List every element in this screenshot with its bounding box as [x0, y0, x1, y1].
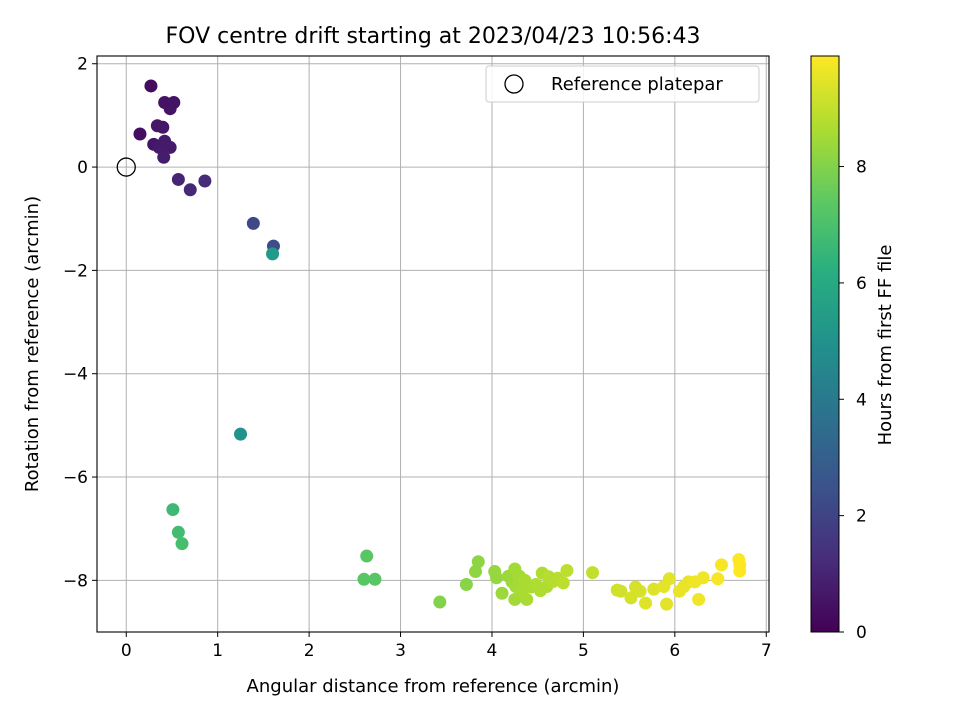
colorbar-ticks: 0 2 4 6 8 — [839, 158, 867, 643]
legend: Reference platepar — [485, 65, 760, 103]
x-tick-label: 1 — [212, 641, 223, 661]
colorbar-tick-label: 2 — [856, 507, 867, 527]
y-tick-label: −8 — [63, 571, 88, 591]
colorbar-tick-label: 8 — [856, 158, 867, 178]
scatter-point — [163, 102, 177, 116]
scatter-point — [360, 549, 374, 563]
colorbar-tick-label: 6 — [856, 274, 867, 294]
scatter-point — [156, 120, 170, 134]
scatter-point — [696, 571, 710, 585]
grid — [97, 56, 769, 632]
scatter-point — [368, 572, 382, 586]
colorbar-gradient — [810, 55, 840, 633]
scatter-point — [560, 564, 574, 578]
y-axis-label: Rotation from reference (arcmin) — [22, 196, 43, 492]
scatter-point — [198, 174, 212, 188]
scatter-point — [433, 595, 447, 609]
scatter-point — [246, 216, 260, 230]
scatter-point — [495, 586, 509, 600]
reference-point-marker — [116, 157, 136, 177]
scatter-point — [144, 79, 158, 93]
legend-entry-label: Reference platepar — [551, 74, 723, 95]
scatter-point — [633, 584, 647, 598]
y-tick-label: −6 — [63, 468, 88, 488]
y-tick-label: −2 — [63, 261, 88, 281]
colorbar-label: Hours from first FF file — [875, 245, 896, 446]
scatter-point — [639, 596, 653, 610]
scatter-point — [556, 576, 570, 590]
scatter-point — [660, 597, 674, 611]
legend-box — [485, 65, 760, 103]
scatter-point — [171, 525, 185, 539]
scatter-point — [662, 572, 676, 586]
colorbar-tick-label: 0 — [856, 623, 867, 643]
scatter-point — [266, 247, 280, 261]
scatter-point — [183, 183, 197, 197]
legend-marker — [504, 74, 524, 94]
x-axis-label: Angular distance from reference (arcmin) — [247, 676, 620, 697]
y-tick-label: 2 — [77, 55, 88, 75]
scatter-point — [163, 140, 177, 154]
scatter-point — [586, 566, 600, 580]
scatter-point — [166, 503, 180, 517]
scatter-point — [171, 172, 185, 186]
scatter-point — [469, 565, 483, 579]
scatter-point — [175, 537, 189, 551]
scatter-point — [711, 572, 725, 586]
y-tick-label: −4 — [63, 365, 88, 385]
x-tick-label: 0 — [121, 641, 132, 661]
colorbar-tick-label: 4 — [856, 390, 867, 410]
x-tick-label: 5 — [578, 641, 589, 661]
scatter-point — [520, 592, 534, 606]
scatter-point — [714, 558, 728, 572]
plot-frame — [96, 55, 770, 633]
scatter-point — [234, 427, 248, 441]
x-tick-label: 2 — [304, 641, 315, 661]
scatter-point — [133, 127, 147, 141]
x-axis-ticks: 0 1 2 3 4 5 6 7 — [121, 632, 772, 661]
scatter-point — [508, 592, 522, 606]
x-tick-label: 3 — [395, 641, 406, 661]
scatter-point — [733, 564, 747, 578]
scatter-point — [471, 555, 485, 569]
y-axis-ticks: 2 0 −2 −4 −6 −8 — [63, 55, 97, 591]
scatter-point — [157, 150, 171, 164]
scatter-point — [152, 140, 166, 154]
scatter-point — [692, 592, 706, 606]
chart-title: FOV centre drift starting at 2023/04/23 … — [166, 24, 701, 49]
scatter-point — [624, 591, 638, 605]
scatter-point — [490, 571, 504, 585]
y-tick-label: 0 — [77, 158, 88, 178]
scatter-point — [459, 577, 473, 591]
colorbar: 0 2 4 6 8 Hours from first FF file — [810, 55, 896, 643]
scatter-point — [357, 572, 371, 586]
x-tick-label: 6 — [669, 641, 680, 661]
x-tick-label: 4 — [487, 641, 498, 661]
x-tick-label: 7 — [761, 641, 772, 661]
scatter-points — [133, 79, 747, 611]
scatter-point — [614, 584, 628, 598]
scatter-point — [647, 582, 661, 596]
